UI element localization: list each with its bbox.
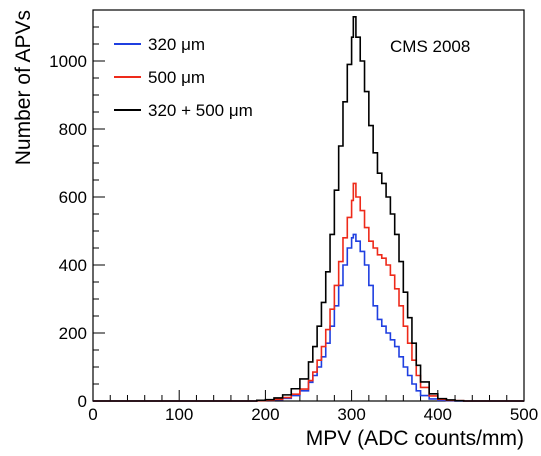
series-group xyxy=(93,182,524,402)
y-tick-label: 600 xyxy=(59,188,87,207)
x-axis-title: MPV (ADC counts/mm) xyxy=(306,427,524,450)
y-tick-label: 400 xyxy=(59,256,87,275)
series-layer xyxy=(93,16,524,402)
y-axis-title: Number of APVs xyxy=(12,10,35,165)
x-tick-label: 400 xyxy=(424,405,452,424)
series-line xyxy=(93,16,524,402)
legend-label: 320 + 500 μm xyxy=(148,101,253,120)
y-tick-label: 200 xyxy=(59,324,87,343)
x-tick-label: 500 xyxy=(510,405,538,424)
x-tick-label: 100 xyxy=(165,405,193,424)
plot-frame xyxy=(92,9,525,402)
y-tick-label: 0 xyxy=(78,392,87,411)
y-tick-label: 800 xyxy=(59,120,87,139)
legend: 320 μm 500 μm 320 + 500 μm xyxy=(114,35,253,120)
legend-label: 320 μm xyxy=(148,35,205,54)
series-group xyxy=(93,16,524,402)
series-group xyxy=(93,233,524,402)
y-tick-label: 1000 xyxy=(49,52,87,71)
cms-annotation: CMS 2008 xyxy=(390,37,470,56)
series-line xyxy=(93,182,524,402)
x-tick-label: 200 xyxy=(251,405,279,424)
legend-label: 500 μm xyxy=(148,68,205,87)
ticks: 0 100 200 300 400 500 0 200 400 600 800 1000 xyxy=(49,9,538,424)
x-tick-label: 0 xyxy=(88,405,97,424)
series-line xyxy=(93,233,524,402)
x-tick-label: 300 xyxy=(337,405,365,424)
